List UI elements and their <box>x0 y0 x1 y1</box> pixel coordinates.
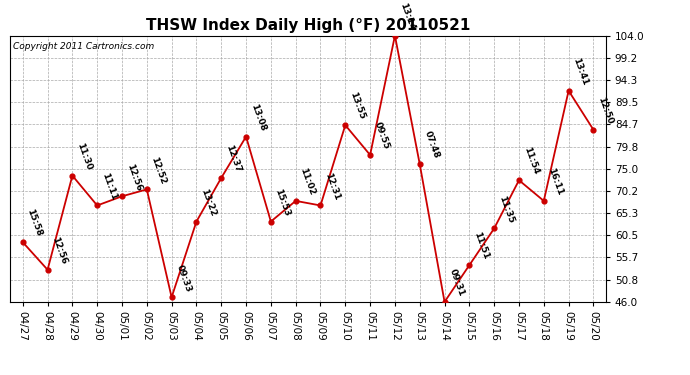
Point <box>538 198 549 204</box>
Point <box>315 202 326 208</box>
Text: 12:37: 12:37 <box>224 144 242 174</box>
Point <box>513 177 524 183</box>
Text: 12:56: 12:56 <box>50 236 68 266</box>
Text: 09:33: 09:33 <box>175 263 193 293</box>
Text: 11:02: 11:02 <box>299 167 317 197</box>
Point <box>489 225 500 231</box>
Text: 13:08: 13:08 <box>249 103 267 132</box>
Text: 12:52: 12:52 <box>150 155 168 185</box>
Point <box>141 186 152 192</box>
Text: 13:41: 13:41 <box>571 57 590 87</box>
Point <box>266 219 277 225</box>
Text: 13:22: 13:22 <box>199 188 217 218</box>
Text: 07:48: 07:48 <box>422 130 441 160</box>
Text: 12:50: 12:50 <box>596 96 614 126</box>
Text: 09:31: 09:31 <box>447 268 466 298</box>
Text: 09:55: 09:55 <box>373 121 391 151</box>
Point <box>339 122 351 128</box>
Point <box>464 262 475 268</box>
Point <box>191 219 202 225</box>
Text: 11:11: 11:11 <box>100 171 118 201</box>
Point <box>117 193 128 199</box>
Point <box>241 134 252 140</box>
Title: THSW Index Daily High (°F) 20110521: THSW Index Daily High (°F) 20110521 <box>146 18 471 33</box>
Point <box>364 152 375 158</box>
Point <box>17 239 28 245</box>
Point <box>439 299 450 305</box>
Point <box>588 127 599 133</box>
Text: 15:53: 15:53 <box>274 188 292 218</box>
Text: 15:58: 15:58 <box>26 208 43 238</box>
Point <box>290 198 302 204</box>
Point <box>563 88 574 94</box>
Text: 13:55: 13:55 <box>348 91 366 121</box>
Text: 11:51: 11:51 <box>472 231 491 261</box>
Text: Copyright 2011 Cartronics.com: Copyright 2011 Cartronics.com <box>13 42 155 51</box>
Point <box>216 175 227 181</box>
Point <box>414 161 425 167</box>
Text: 11:54: 11:54 <box>522 146 540 176</box>
Text: 11:35: 11:35 <box>497 194 515 224</box>
Point <box>42 267 53 273</box>
Point <box>389 33 400 39</box>
Point <box>92 202 103 208</box>
Text: 12:31: 12:31 <box>324 171 342 201</box>
Text: 16:11: 16:11 <box>546 167 565 197</box>
Text: 13:14: 13:14 <box>397 2 416 32</box>
Point <box>166 294 177 300</box>
Text: 12:56: 12:56 <box>125 162 143 192</box>
Text: 11:30: 11:30 <box>75 142 93 171</box>
Point <box>67 172 78 178</box>
